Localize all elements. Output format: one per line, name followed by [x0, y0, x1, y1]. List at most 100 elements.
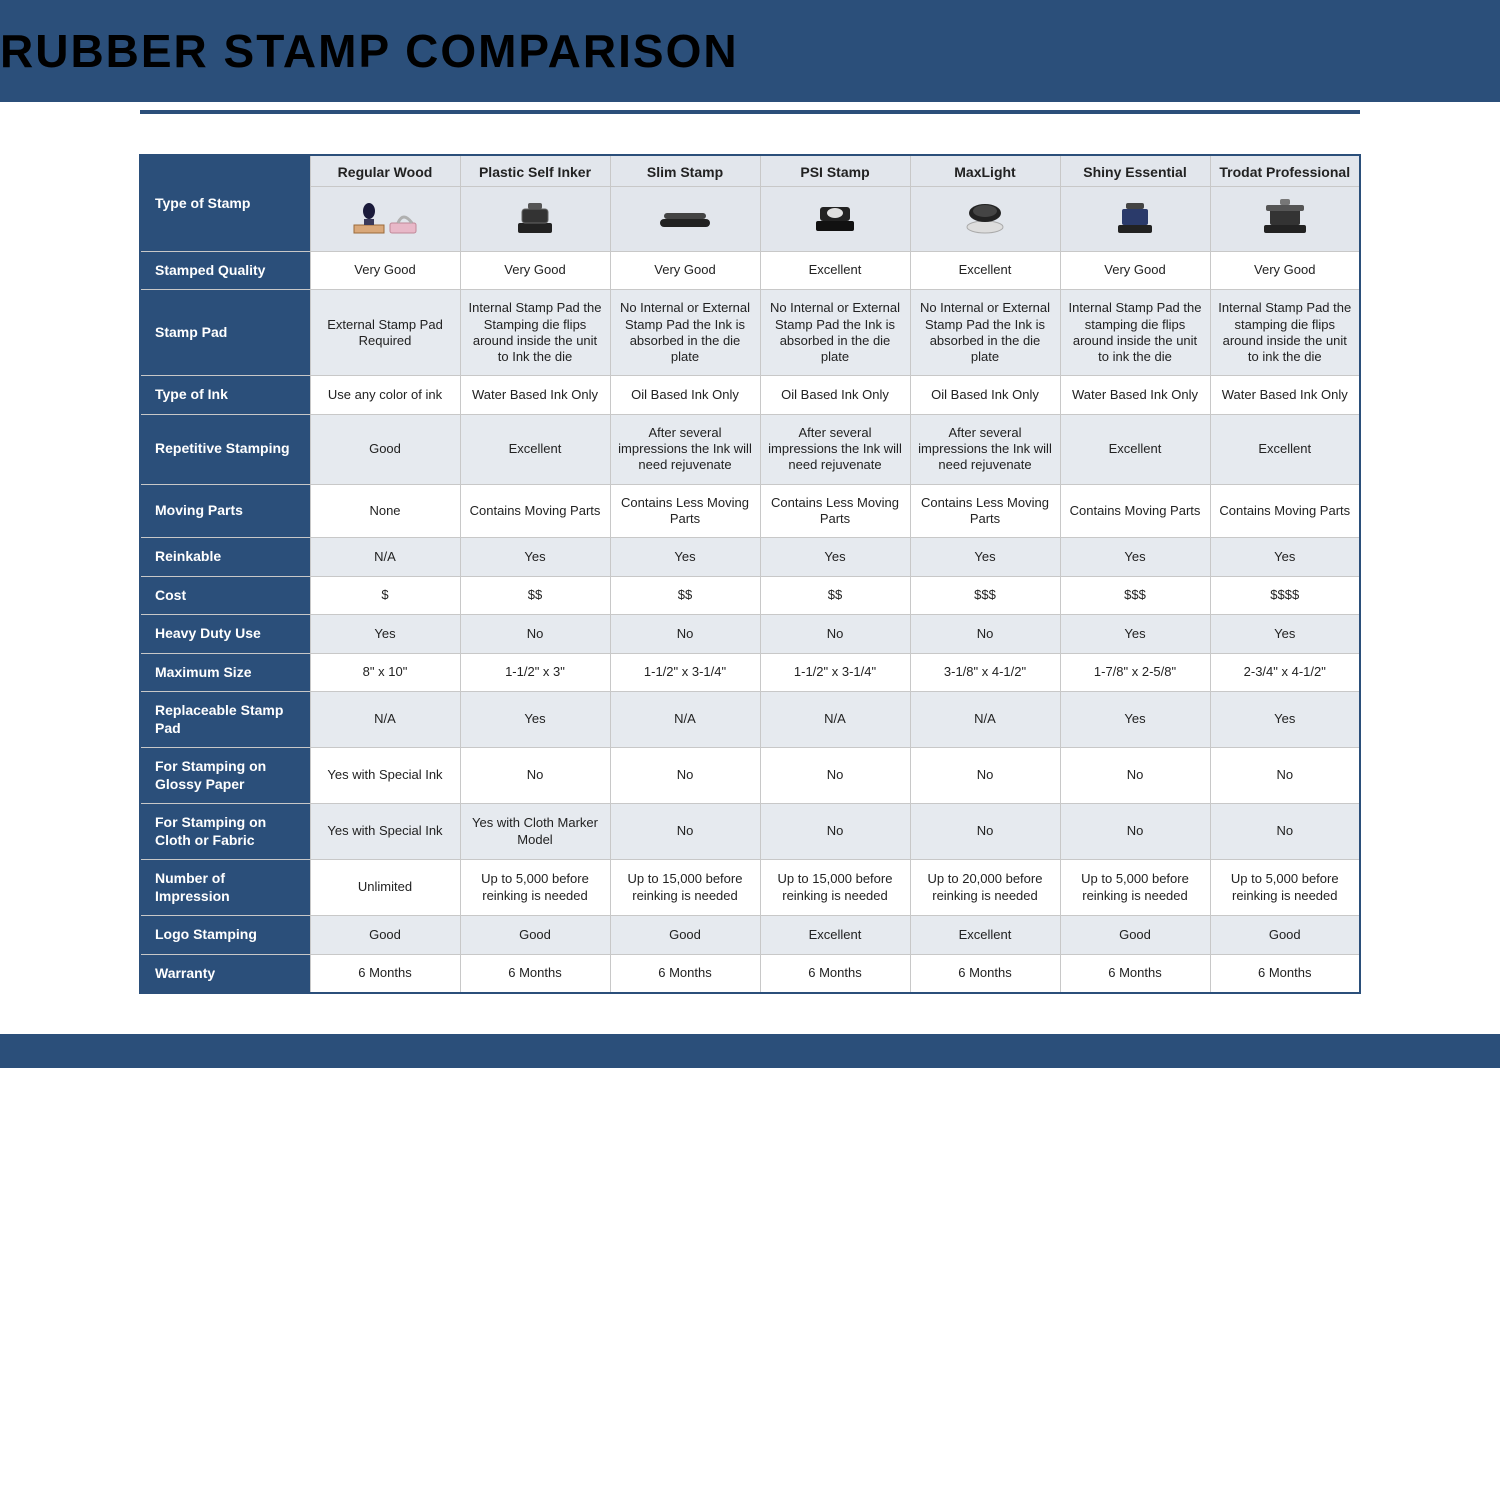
stamp-image-cell [460, 186, 610, 251]
table-cell: Use any color of ink [310, 376, 460, 415]
table-row: Heavy Duty UseYesNoNoNoNoYesYes [140, 615, 1360, 654]
table-cell: Contains Moving Parts [1210, 484, 1360, 538]
table-cell: 6 Months [760, 954, 910, 993]
title-band: RUBBER STAMP COMPARISON [0, 0, 1500, 102]
table-row: Number of ImpressionUnlimitedUp to 5,000… [140, 860, 1360, 916]
table-cell: 2-3/4" x 4-1/2" [1210, 653, 1360, 692]
table-cell: Excellent [1060, 414, 1210, 484]
table-cell: Yes [1060, 692, 1210, 748]
table-cell: Contains Moving Parts [1060, 484, 1210, 538]
table-cell: After several impressions the Ink will n… [910, 414, 1060, 484]
column-header: Plastic Self Inker [460, 155, 610, 186]
table-cell: 6 Months [460, 954, 610, 993]
title-underline [140, 110, 1360, 114]
column-header: PSI Stamp [760, 155, 910, 186]
table-cell: 1-1/2" x 3-1/4" [610, 653, 760, 692]
table-cell: No [910, 804, 1060, 860]
table-cell: Up to 20,000 before reinking is needed [910, 860, 1060, 916]
row-label: Logo Stamping [140, 916, 310, 955]
table-cell: $$$ [910, 576, 1060, 615]
table-cell: Very Good [1210, 251, 1360, 290]
table-row: Type of InkUse any color of inkWater Bas… [140, 376, 1360, 415]
table-row: ReinkableN/AYesYesYesYesYesYes [140, 538, 1360, 577]
row-label: For Stamping on Cloth or Fabric [140, 804, 310, 860]
stamp-image-cell [1060, 186, 1210, 251]
table-cell: Very Good [460, 251, 610, 290]
table-cell: Unlimited [310, 860, 460, 916]
row-label: Heavy Duty Use [140, 615, 310, 654]
table-cell: Internal Stamp Pad the Stamping die flip… [460, 290, 610, 376]
self-inker-stamp-icon [500, 197, 570, 237]
row-label: Type of Ink [140, 376, 310, 415]
table-cell: No [760, 748, 910, 804]
table-cell: No Internal or External Stamp Pad the In… [760, 290, 910, 376]
table-cell: Yes [460, 538, 610, 577]
table-cell: No Internal or External Stamp Pad the In… [610, 290, 760, 376]
table-cell: Yes with Special Ink [310, 748, 460, 804]
table-cell: No [760, 804, 910, 860]
trodat-professional-stamp-icon [1250, 197, 1320, 237]
table-cell: No [1060, 804, 1210, 860]
row-label: Stamp Pad [140, 290, 310, 376]
table-cell: Contains Less Moving Parts [910, 484, 1060, 538]
table-cell: Up to 15,000 before reinking is needed [610, 860, 760, 916]
table-cell: N/A [310, 538, 460, 577]
wood-handle-stamp-icon [350, 197, 420, 237]
table-cell: Up to 5,000 before reinking is needed [460, 860, 610, 916]
table-cell: Yes [610, 538, 760, 577]
table-cell: No Internal or External Stamp Pad the In… [910, 290, 1060, 376]
table-cell: Contains Less Moving Parts [610, 484, 760, 538]
table-cell: Excellent [460, 414, 610, 484]
row-label: Moving Parts [140, 484, 310, 538]
table-cell: $$$$ [1210, 576, 1360, 615]
table-cell: N/A [910, 692, 1060, 748]
table-row: For Stamping on Cloth or FabricYes with … [140, 804, 1360, 860]
table-cell: Yes [1210, 538, 1360, 577]
row-label: Warranty [140, 954, 310, 993]
table-cell: Contains Less Moving Parts [760, 484, 910, 538]
table-cell: Yes [910, 538, 1060, 577]
table-cell: Good [610, 916, 760, 955]
table-cell: 8" x 10" [310, 653, 460, 692]
table-cell: No [1210, 804, 1360, 860]
table-cell: Very Good [610, 251, 760, 290]
table-cell: 3-1/8" x 4-1/2" [910, 653, 1060, 692]
table-cell: Yes [460, 692, 610, 748]
table-cell: Yes [760, 538, 910, 577]
table-cell: Good [1210, 916, 1360, 955]
table-cell: $$ [760, 576, 910, 615]
table-cell: Excellent [1210, 414, 1360, 484]
table-row: Logo StampingGoodGoodGoodExcellentExcell… [140, 916, 1360, 955]
row-label: Repetitive Stamping [140, 414, 310, 484]
table-cell: Very Good [1060, 251, 1210, 290]
table-cell: Yes [310, 615, 460, 654]
table-cell: Up to 5,000 before reinking is needed [1210, 860, 1360, 916]
table-cell: No [610, 748, 760, 804]
table-row: Maximum Size8" x 10"1-1/2" x 3"1-1/2" x … [140, 653, 1360, 692]
table-cell: Yes [1060, 615, 1210, 654]
table-row: Repetitive StampingGoodExcellentAfter se… [140, 414, 1360, 484]
psi-stamp-icon [800, 197, 870, 237]
table-cell: 1-1/2" x 3" [460, 653, 610, 692]
table-cell: Contains Moving Parts [460, 484, 610, 538]
footer-bar [0, 1034, 1500, 1068]
comparison-table: Type of Stamp Regular Wood Plastic Self … [139, 154, 1361, 994]
table-cell: Yes [1060, 538, 1210, 577]
table-cell: Water Based Ink Only [460, 376, 610, 415]
table-cell: No [1210, 748, 1360, 804]
column-header: MaxLight [910, 155, 1060, 186]
table-cell: Yes [1210, 615, 1360, 654]
table-cell: $$ [460, 576, 610, 615]
table-cell: No [910, 748, 1060, 804]
table-cell: Oil Based Ink Only [910, 376, 1060, 415]
table-cell: $ [310, 576, 460, 615]
row-label: Stamped Quality [140, 251, 310, 290]
table-cell: Yes [1210, 692, 1360, 748]
table-cell: No [1060, 748, 1210, 804]
column-header: Trodat Professional [1210, 155, 1360, 186]
table-cell: No [460, 748, 610, 804]
page-title: RUBBER STAMP COMPARISON [0, 24, 1500, 78]
table-cell: Up to 15,000 before reinking is needed [760, 860, 910, 916]
table-cell: 6 Months [1060, 954, 1210, 993]
slim-stamp-icon [650, 197, 720, 237]
